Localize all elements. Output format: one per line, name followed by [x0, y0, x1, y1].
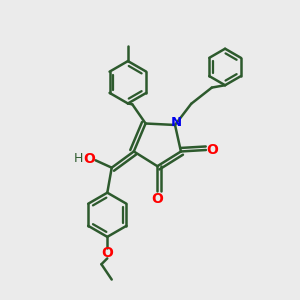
Text: O: O: [101, 246, 113, 260]
Text: H: H: [74, 152, 83, 165]
Text: O: O: [206, 143, 218, 157]
Text: O: O: [83, 152, 95, 166]
Text: O: O: [152, 192, 163, 206]
Text: N: N: [171, 116, 182, 129]
